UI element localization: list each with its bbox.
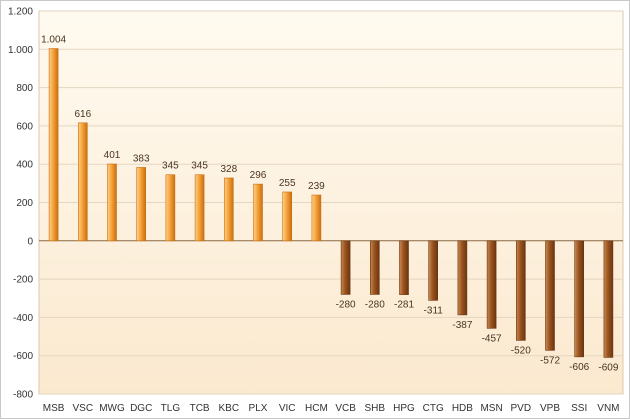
y-tick-label: -400 [13,313,33,324]
x-category-label: VCB [335,403,356,414]
data-label: -520 [511,345,531,356]
x-category-label: PVD [511,403,532,414]
data-label: -457 [482,333,502,344]
x-category-label: VPB [540,403,560,414]
bar [399,240,409,295]
data-label: -281 [394,300,414,311]
y-tick-label: 600 [16,121,33,132]
bar [48,48,59,242]
bar [311,194,322,242]
data-label: 1.004 [41,35,66,46]
bar [340,240,351,295]
y-tick-label: 400 [16,160,33,171]
data-label: -572 [540,355,560,366]
y-tick-label: -200 [13,275,33,286]
x-category-label: VIC [279,403,296,414]
bar [136,167,146,242]
y-tick-label: -600 [13,351,33,362]
x-category-label: MSB [43,403,65,414]
y-tick-label: -800 [13,390,33,401]
x-category-label: TLG [161,403,181,414]
bar [107,163,117,242]
data-label: 328 [220,164,237,175]
data-label: 296 [250,170,267,181]
bar [282,191,293,242]
bar [428,240,439,301]
data-label: 401 [104,150,121,161]
x-category-label: VSC [73,403,94,414]
data-label: -280 [365,299,385,310]
x-category-label: DGC [130,403,152,414]
data-label: 345 [162,161,179,172]
x-category-label: VNM [597,403,619,414]
x-category-label: SSI [571,403,587,414]
data-label: -606 [569,362,589,373]
x-category-label: SHB [365,403,386,414]
x-category-label: KBC [219,403,240,414]
bar [224,177,234,242]
data-label: 383 [133,153,150,164]
x-category-label: HDB [452,403,473,414]
bar [194,174,205,242]
bar [515,240,526,341]
x-category-label: PLX [249,403,268,414]
y-tick-label: 200 [16,198,33,209]
data-label: -387 [452,320,472,331]
data-label: 616 [74,109,91,120]
bar [78,122,88,242]
data-label: -280 [336,299,356,310]
data-label: -311 [424,305,444,316]
bar [253,183,263,242]
bar [574,240,585,358]
bar [369,240,380,295]
x-category-label: CTG [423,403,444,414]
data-label: 345 [191,161,208,172]
data-label: 255 [279,178,296,189]
bar [165,174,176,242]
x-category-label: HCM [305,403,328,414]
bar [457,240,468,316]
y-tick-label: 1.000 [8,45,33,56]
data-label: -609 [598,362,618,373]
x-category-label: MSN [480,403,502,414]
bar [603,240,614,358]
y-tick-label: 800 [16,83,33,94]
bar [486,240,497,329]
y-tick-label: 0 [27,236,33,247]
x-category-label: MWG [99,403,125,414]
y-tick-label: 1.200 [8,7,33,18]
bar [545,240,555,351]
x-category-label: TCB [190,403,210,414]
data-label: 239 [308,181,325,192]
x-category-label: HPG [393,403,415,414]
